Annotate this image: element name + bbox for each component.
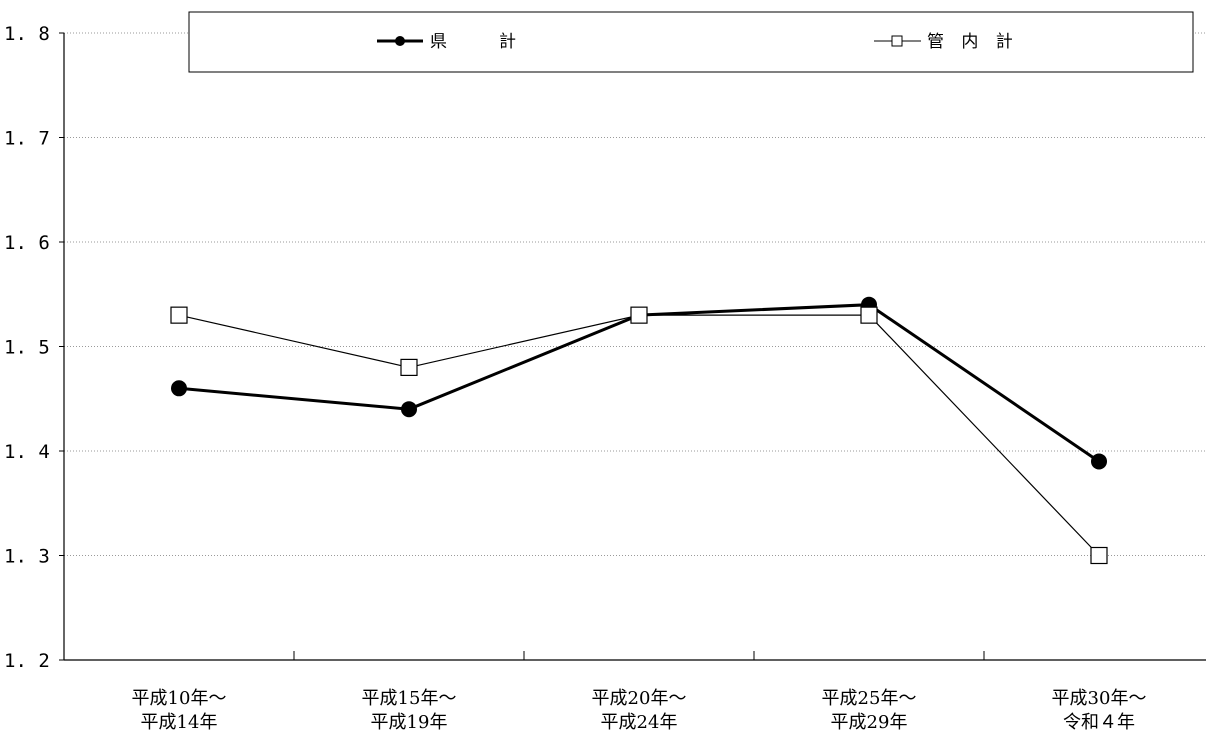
y-tick-label-0: 1. 2 bbox=[4, 650, 50, 672]
series-0-point-4 bbox=[1091, 453, 1107, 470]
series-1-point-0 bbox=[170, 306, 188, 324]
x-tick-label-1-1: 平成19年 bbox=[371, 712, 448, 733]
y-axis-ticks: 1. 2 1. 3 1. 4 1. 5 1. 6 1. 7 1. 8 bbox=[4, 23, 64, 672]
legend-box bbox=[188, 11, 1194, 73]
series-0-point-1 bbox=[401, 401, 417, 418]
y-tick-label-5: 1. 7 bbox=[4, 128, 50, 150]
y-tick-label-1: 1. 3 bbox=[4, 546, 50, 568]
series-1-point-3 bbox=[860, 306, 878, 324]
series-line-0 bbox=[178, 303, 1100, 463]
x-axis-ticks: 平成10年～ 平成14年 平成15年～ 平成19年 平成20年～ 平成24年 平成25年～ 平… bbox=[132, 651, 1147, 733]
x-tick-label-1-0: 平成15年～ bbox=[362, 688, 457, 709]
legend-label-ken: 県 計 bbox=[430, 32, 522, 52]
series-0-point-0 bbox=[171, 380, 187, 397]
legend-marker-ken bbox=[395, 36, 405, 46]
series-1-point-2 bbox=[630, 306, 648, 324]
y-tick-label-3: 1. 5 bbox=[4, 337, 50, 359]
series-line-1 bbox=[178, 314, 1100, 556]
series-1-point-4 bbox=[1090, 546, 1108, 565]
x-tick-label-0-1: 平成14年 bbox=[141, 712, 218, 733]
x-tick-label-4-0: 平成30年～ bbox=[1052, 688, 1147, 709]
x-tick-label-4-1: 令和４年 bbox=[1063, 712, 1135, 733]
legend-label-kannai: 管 内 計 bbox=[927, 32, 1019, 52]
x-tick-label-2-1: 平成24年 bbox=[601, 712, 678, 733]
series-group bbox=[170, 296, 1108, 565]
legend: 県 計 管 内 計 bbox=[188, 11, 1194, 73]
y-tick-label-6: 1. 8 bbox=[4, 23, 50, 45]
grid-lines bbox=[64, 32, 1206, 556]
x-tick-label-0-0: 平成10年～ bbox=[132, 688, 227, 709]
series-1-point-1 bbox=[400, 358, 418, 376]
y-tick-label-4: 1. 6 bbox=[4, 232, 50, 254]
x-tick-label-2-0: 平成20年～ bbox=[592, 688, 687, 709]
x-tick-label-3-0: 平成25年～ bbox=[822, 688, 917, 709]
x-tick-label-3-1: 平成29年 bbox=[831, 712, 908, 733]
legend-marker-kannai bbox=[891, 35, 903, 47]
y-tick-label-2: 1. 4 bbox=[4, 441, 50, 463]
